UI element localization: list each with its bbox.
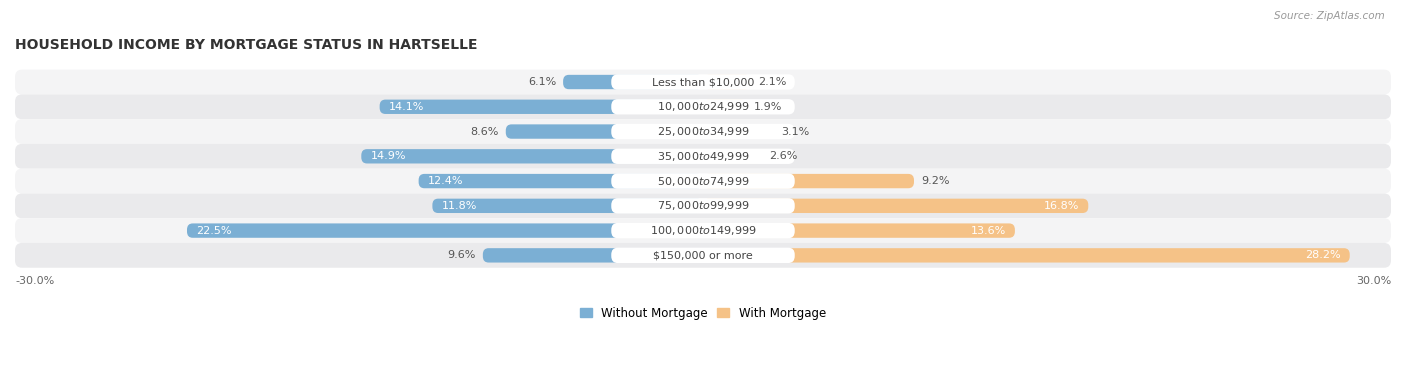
Text: 16.8%: 16.8% [1043,201,1080,211]
Text: 22.5%: 22.5% [197,225,232,236]
FancyBboxPatch shape [703,224,1015,238]
FancyBboxPatch shape [703,124,775,139]
Text: 13.6%: 13.6% [970,225,1005,236]
Legend: Without Mortgage, With Mortgage: Without Mortgage, With Mortgage [581,307,825,320]
Text: Source: ZipAtlas.com: Source: ZipAtlas.com [1274,11,1385,21]
FancyBboxPatch shape [703,248,1350,262]
FancyBboxPatch shape [612,173,794,189]
FancyBboxPatch shape [419,174,703,188]
FancyBboxPatch shape [15,193,1391,218]
Text: 14.1%: 14.1% [389,102,425,112]
FancyBboxPatch shape [15,169,1391,193]
Text: 2.6%: 2.6% [769,151,797,161]
FancyBboxPatch shape [703,174,914,188]
FancyBboxPatch shape [612,124,794,139]
Text: Less than $10,000: Less than $10,000 [652,77,754,87]
FancyBboxPatch shape [612,99,794,115]
FancyBboxPatch shape [703,149,762,164]
Text: 2.1%: 2.1% [758,77,786,87]
Text: $100,000 to $149,999: $100,000 to $149,999 [650,224,756,237]
Text: $75,000 to $99,999: $75,000 to $99,999 [657,199,749,212]
Text: 14.9%: 14.9% [370,151,406,161]
Text: 9.6%: 9.6% [447,250,477,261]
FancyBboxPatch shape [612,198,794,213]
Text: HOUSEHOLD INCOME BY MORTGAGE STATUS IN HARTSELLE: HOUSEHOLD INCOME BY MORTGAGE STATUS IN H… [15,38,478,52]
FancyBboxPatch shape [612,74,794,90]
FancyBboxPatch shape [612,223,794,238]
FancyBboxPatch shape [703,75,751,89]
Text: 28.2%: 28.2% [1305,250,1340,261]
Text: 30.0%: 30.0% [1355,276,1391,286]
Text: 1.9%: 1.9% [754,102,782,112]
Text: 8.6%: 8.6% [471,127,499,136]
Text: $10,000 to $24,999: $10,000 to $24,999 [657,100,749,113]
Text: $50,000 to $74,999: $50,000 to $74,999 [657,175,749,188]
FancyBboxPatch shape [612,149,794,164]
FancyBboxPatch shape [361,149,703,164]
FancyBboxPatch shape [15,218,1391,243]
Text: 11.8%: 11.8% [441,201,477,211]
Text: -30.0%: -30.0% [15,276,55,286]
Text: $25,000 to $34,999: $25,000 to $34,999 [657,125,749,138]
FancyBboxPatch shape [380,100,703,114]
Text: $150,000 or more: $150,000 or more [654,250,752,261]
FancyBboxPatch shape [703,199,1088,213]
FancyBboxPatch shape [506,124,703,139]
FancyBboxPatch shape [612,248,794,263]
FancyBboxPatch shape [15,119,1391,144]
Text: 6.1%: 6.1% [529,77,557,87]
Text: $35,000 to $49,999: $35,000 to $49,999 [657,150,749,163]
FancyBboxPatch shape [482,248,703,262]
FancyBboxPatch shape [15,144,1391,169]
FancyBboxPatch shape [15,243,1391,268]
FancyBboxPatch shape [15,70,1391,94]
FancyBboxPatch shape [15,94,1391,119]
FancyBboxPatch shape [564,75,703,89]
FancyBboxPatch shape [703,100,747,114]
FancyBboxPatch shape [187,224,703,238]
Text: 9.2%: 9.2% [921,176,949,186]
FancyBboxPatch shape [433,199,703,213]
Text: 3.1%: 3.1% [780,127,810,136]
Text: 12.4%: 12.4% [427,176,464,186]
